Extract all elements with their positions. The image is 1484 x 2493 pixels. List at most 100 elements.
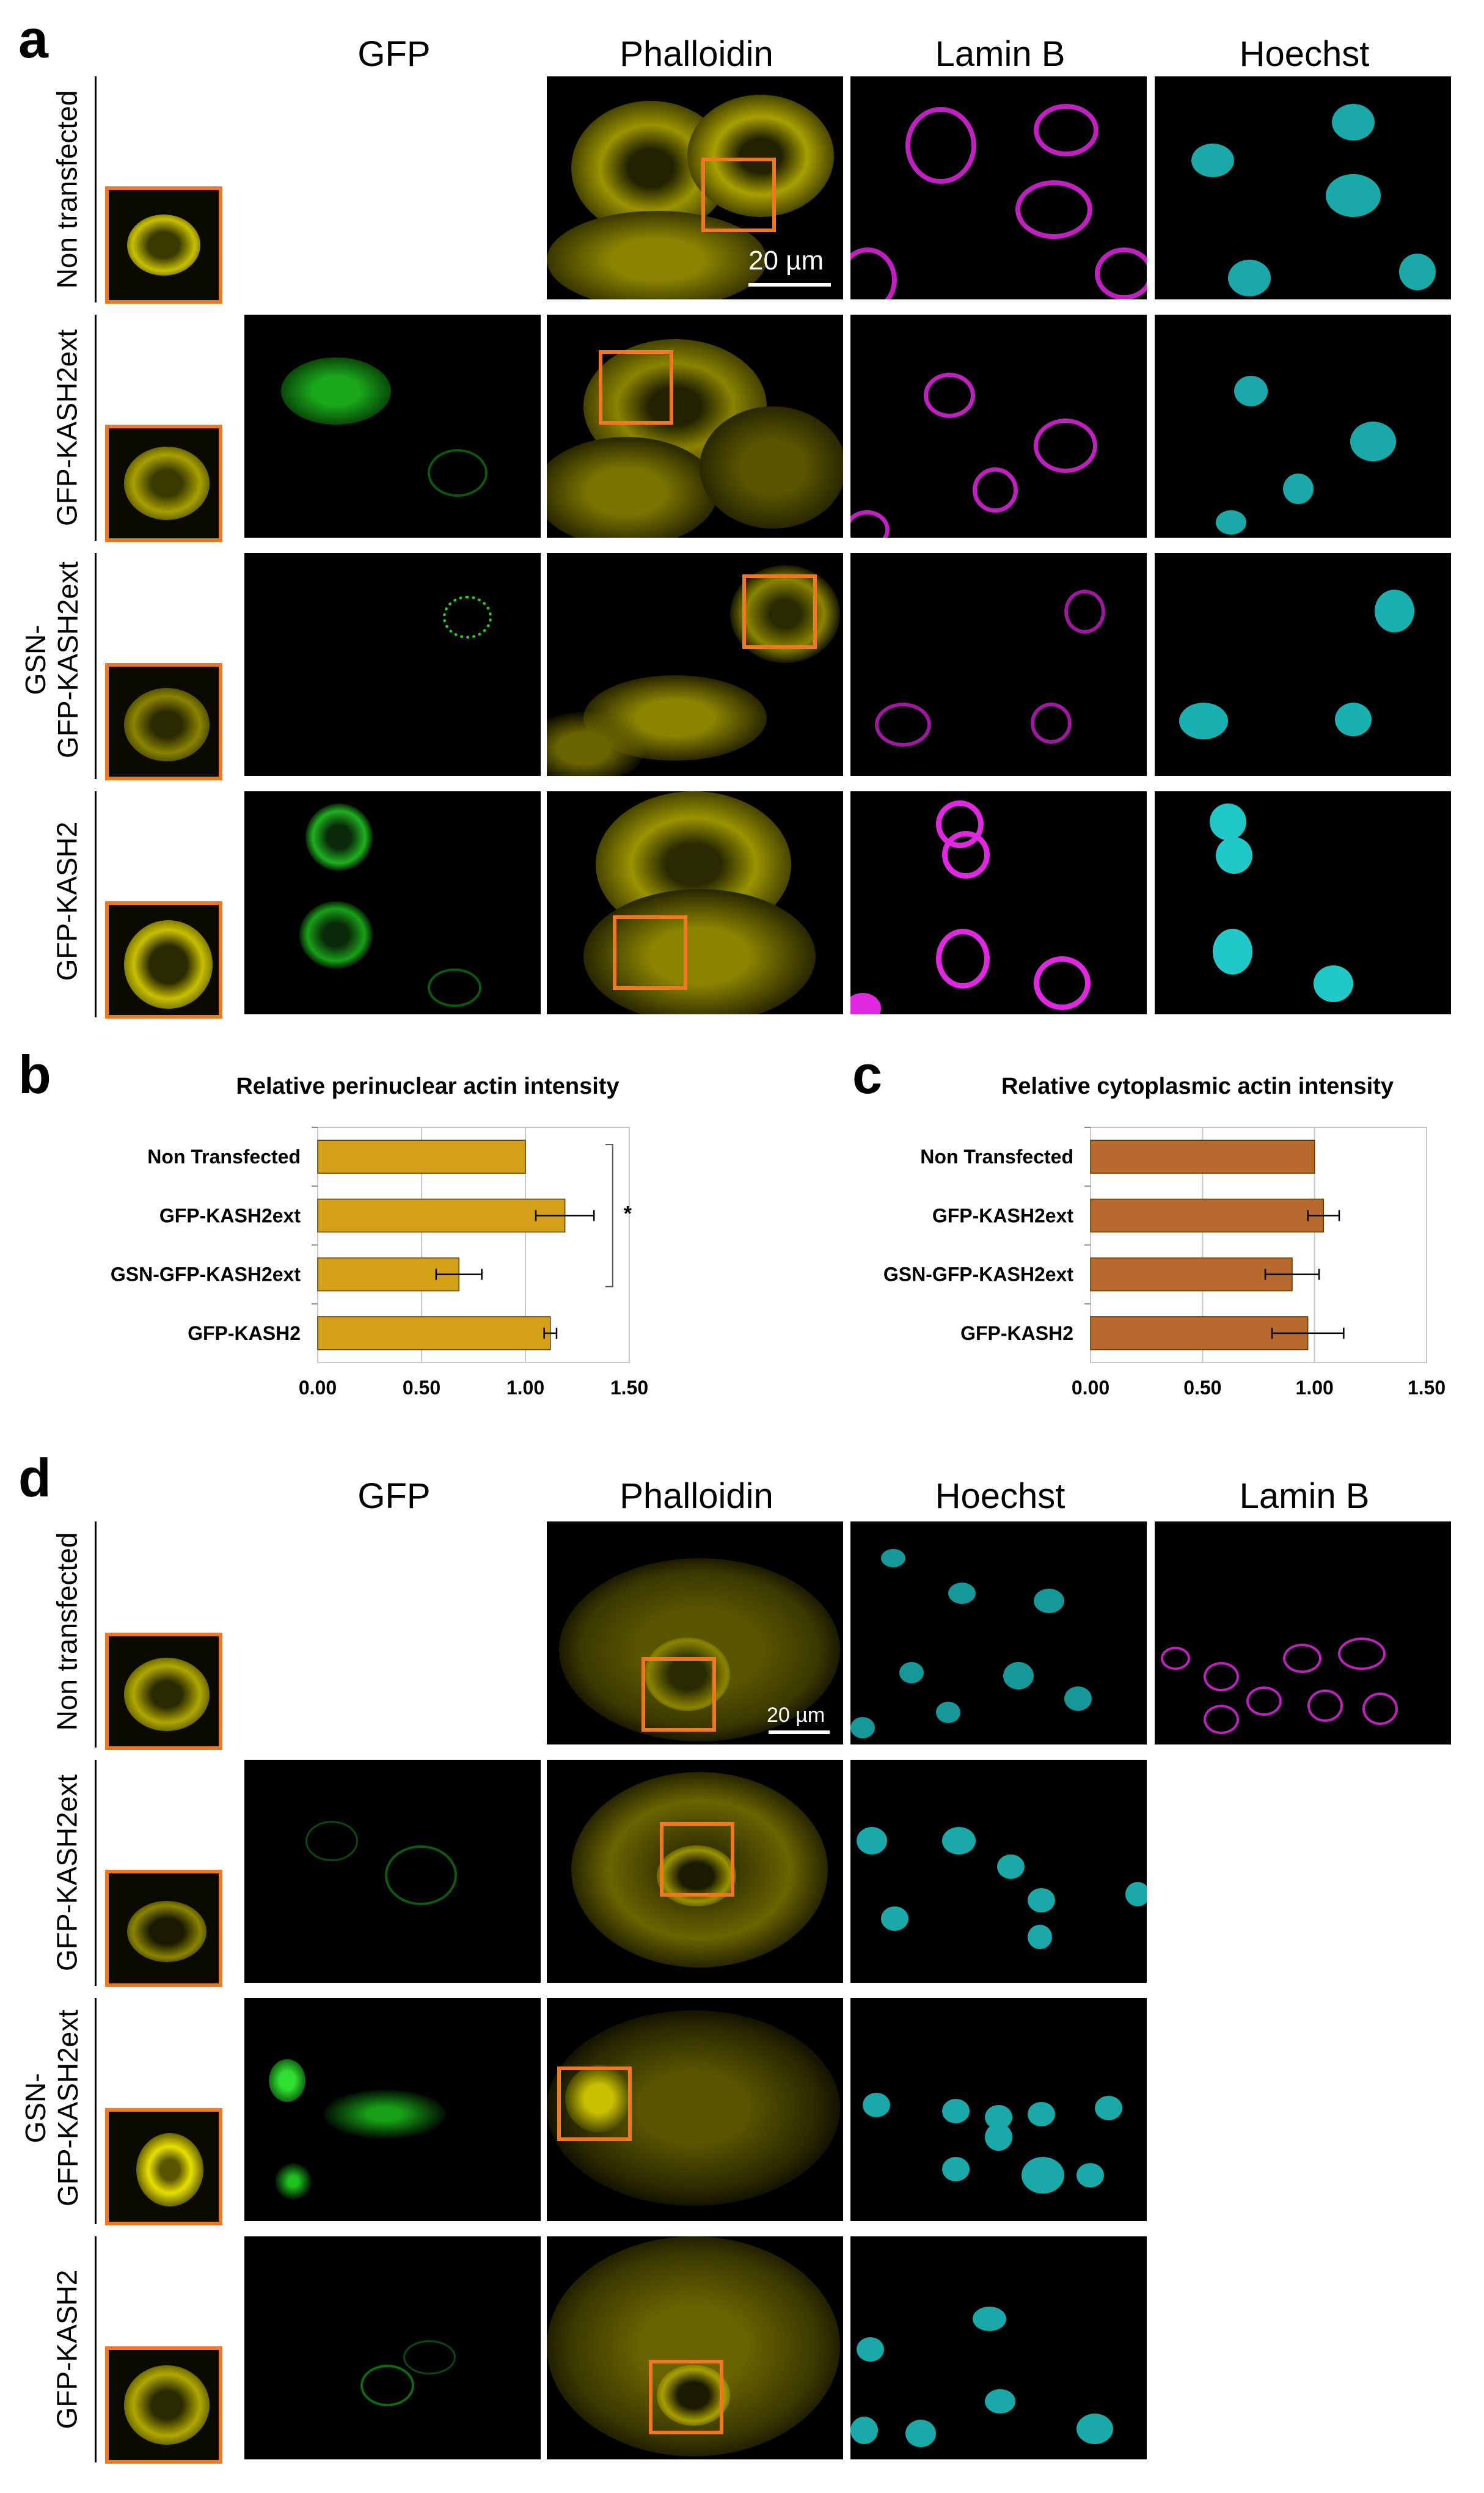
panel-d-header-phalloidin: Phalloidin <box>620 1476 773 1516</box>
panel-a-row-label-1: Non transfected <box>51 90 83 289</box>
category-label: Non Transfected <box>920 1146 1073 1168</box>
panel-d-header-laminb: Lamin B <box>1239 1476 1370 1516</box>
tick-label: 1.00 <box>1296 1377 1334 1399</box>
row-divider <box>95 1998 97 2224</box>
micrograph-phalloidin <box>547 553 843 776</box>
row-divider <box>95 76 97 302</box>
micrograph-hoechst <box>850 1998 1147 2221</box>
micrograph-phalloidin <box>547 1998 843 2221</box>
category-label: GFP-KASH2ext <box>159 1204 301 1226</box>
micrograph-phalloidin <box>547 1521 843 1744</box>
inset-phalloidin-zoom <box>105 1870 222 1987</box>
inset-phalloidin-zoom <box>105 663 222 780</box>
bar <box>317 1198 566 1233</box>
panel-d-header-gfp: GFP <box>357 1476 431 1516</box>
category-label: GSN-GFP-KASH2ext <box>111 1264 301 1286</box>
micrograph-gfp <box>244 315 541 538</box>
category-label: GFP-KASH2 <box>960 1322 1073 1344</box>
chart-perinuclear-actin: Relative perinuclear actin intensity 0.00… <box>111 1074 648 1399</box>
tick-label: 0.00 <box>1072 1377 1109 1399</box>
micrograph-hoechst <box>1155 315 1451 538</box>
inset-phalloidin-zoom <box>105 2108 222 2225</box>
micrograph-hoechst <box>1155 553 1451 776</box>
inset-phalloidin-zoom <box>105 425 222 542</box>
tick-label: 0.00 <box>299 1377 337 1399</box>
category-label: GSN-GFP-KASH2ext <box>883 1264 1074 1286</box>
roi-box <box>649 2360 723 2434</box>
micrograph-laminb <box>1155 1521 1451 1744</box>
micrograph-laminb <box>850 315 1147 538</box>
panel-d-row-label-3: GSN- GFP-KASH2ext <box>20 2009 84 2207</box>
micrograph-phalloidin <box>547 1760 843 1983</box>
micrograph-phalloidin <box>547 315 843 538</box>
micrograph-hoechst <box>850 1521 1147 1744</box>
micrograph-gfp <box>244 1760 541 1983</box>
row-divider <box>95 791 97 1017</box>
roi-box <box>701 158 776 232</box>
micrograph-hoechst <box>1155 791 1451 1014</box>
panel-a-header-gfp: GFP <box>357 34 431 74</box>
micrograph-gfp <box>244 2236 541 2459</box>
panel-a-letter: a <box>18 9 48 69</box>
category-label: GFP-KASH2 <box>188 1322 301 1344</box>
micrograph-hoechst <box>850 2236 1147 2459</box>
micrograph-phalloidin <box>547 791 843 1014</box>
micrograph-gfp <box>244 791 541 1014</box>
micrograph-laminb <box>850 76 1147 299</box>
panel-a-header-hoechst: Hoechst <box>1239 34 1370 74</box>
roi-box <box>742 574 817 649</box>
row-divider <box>95 1521 97 1748</box>
roi-box <box>557 2067 632 2141</box>
scale-bar-label: 20 µm <box>748 246 824 276</box>
panel-a-row-label-4: GFP-KASH2 <box>51 821 83 981</box>
bar <box>317 1140 526 1174</box>
inset-phalloidin-zoom <box>105 2346 222 2464</box>
category-label: Non Transfected <box>147 1146 301 1168</box>
category-label: GFP-KASH2ext <box>932 1204 1074 1226</box>
panel-a-header-laminb: Lamin B <box>935 34 1065 74</box>
significance-bracket <box>605 1144 613 1287</box>
bar <box>317 1316 551 1350</box>
bar <box>1090 1140 1315 1174</box>
roi-box <box>613 915 687 990</box>
scale-bar <box>748 283 831 287</box>
tick-label: 1.00 <box>506 1377 544 1399</box>
tick-label: 1.50 <box>610 1377 648 1399</box>
inset-phalloidin-zoom <box>105 186 222 304</box>
scale-bar-label: 20 µm <box>767 1704 825 1727</box>
bar <box>1090 1198 1325 1233</box>
micrograph-gfp <box>244 553 541 776</box>
panel-d-row-label-2: GFP-KASH2ext <box>51 1774 83 1972</box>
row-divider <box>95 2236 97 2462</box>
chart-cytoplasmic-actin: Relative cytoplasmic actin intensity 0.00… <box>883 1074 1446 1399</box>
panel-a-row-label-2: GFP-KASH2ext <box>51 329 83 527</box>
row-divider <box>95 1760 97 1986</box>
panel-d-row-label-4: GFP-KASH2 <box>51 2269 83 2429</box>
panel-b-letter: b <box>18 1044 51 1105</box>
scale-bar <box>769 1730 830 1734</box>
roi-box <box>641 1657 716 1732</box>
panel-d-header-hoechst: Hoechst <box>935 1476 1065 1516</box>
panel-a-header-phalloidin: Phalloidin <box>620 34 773 74</box>
roi-box <box>660 1822 734 1897</box>
micrograph-phalloidin <box>547 2236 843 2459</box>
panel-d-letter: d <box>18 1448 51 1508</box>
chart-title: Relative cytoplasmic actin intensity <box>1001 1074 1394 1099</box>
micrograph-hoechst <box>1155 76 1451 299</box>
significance-marker: * <box>624 1202 632 1225</box>
inset-phalloidin-zoom <box>105 1633 222 1750</box>
bar <box>1090 1257 1293 1292</box>
micrograph-gfp <box>244 1998 541 2221</box>
tick-label: 1.50 <box>1408 1377 1446 1399</box>
inset-phalloidin-zoom <box>105 901 222 1019</box>
row-divider <box>95 315 97 541</box>
panel-c-letter: c <box>852 1044 882 1105</box>
row-divider <box>95 553 97 779</box>
roi-box <box>599 350 673 425</box>
chart-title: Relative perinuclear actin intensity <box>236 1074 619 1099</box>
panel-a-row-label-3: GSN- GFP-KASH2ext <box>20 561 84 759</box>
tick-label: 0.50 <box>403 1377 440 1399</box>
micrograph-hoechst <box>850 1760 1147 1983</box>
micrograph-laminb <box>850 553 1147 776</box>
micrograph-laminb <box>850 791 1147 1014</box>
